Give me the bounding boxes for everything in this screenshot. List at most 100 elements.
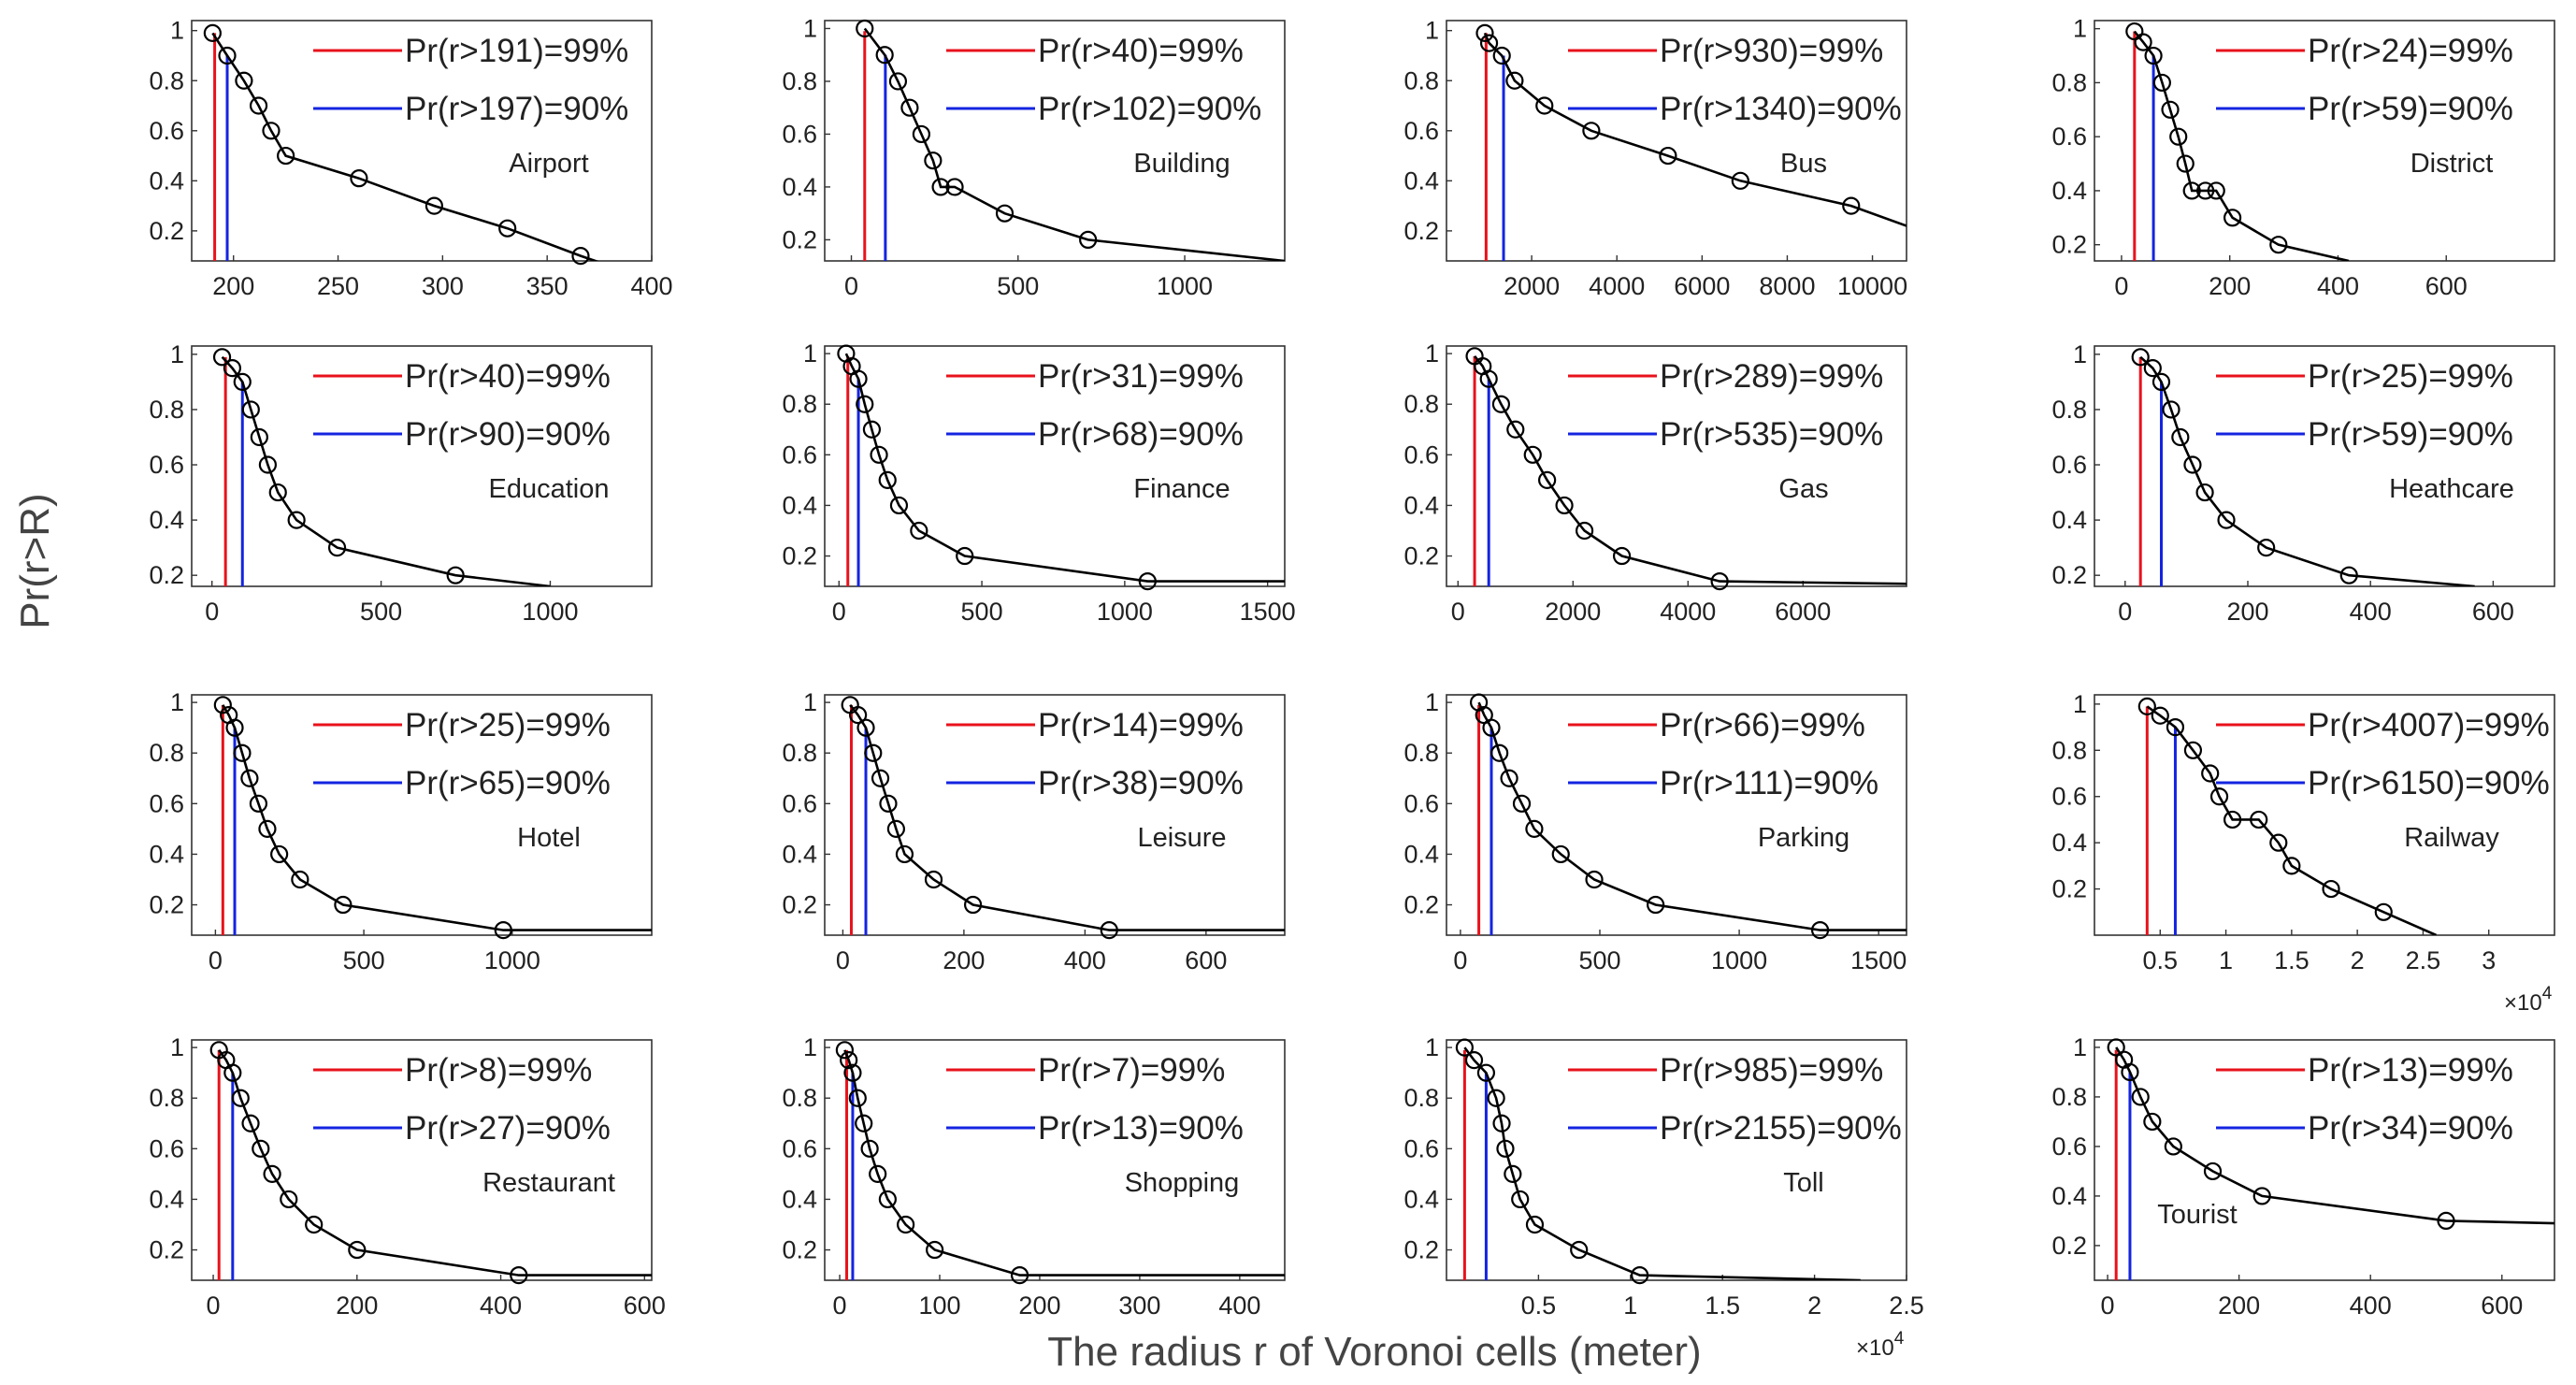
y-tick-label: 1	[803, 1033, 817, 1061]
legend-90-label: Pr(r>38)=90%	[1038, 765, 1244, 801]
plot-frame	[191, 20, 653, 262]
chart-panel: 0.2 0.4 0.6 0.8 1 2000 4000 6000 8000 10000 Pr(r>9…	[1403, 17, 1907, 300]
data-point	[258, 819, 277, 838]
x-tick-label: 300	[422, 272, 464, 300]
data-point	[1525, 1215, 1545, 1234]
data-point	[240, 769, 259, 787]
x-tick-label: 0	[833, 1291, 847, 1320]
plot-frame	[1446, 345, 1907, 587]
data-point	[350, 169, 368, 188]
data-point	[1551, 844, 1570, 864]
legend-99-label: Pr(r>8)=99%	[405, 1052, 592, 1089]
legend-90-label: Pr(r>2155)=90%	[1660, 1110, 1902, 1147]
data-point	[305, 1215, 324, 1234]
data-point	[888, 72, 908, 91]
data-point	[348, 1240, 367, 1260]
data-point	[2171, 427, 2190, 447]
data-point	[241, 1114, 260, 1133]
x-tick-label: 0.5	[1521, 1291, 1557, 1320]
cdf-curve	[2115, 1046, 2554, 1225]
y-tick-label: 1	[2073, 1033, 2087, 1061]
x-tick-label: 0	[1451, 598, 1465, 626]
y-tick-label: 0.4	[1403, 840, 1439, 868]
cdf-curve	[1463, 1046, 1861, 1280]
plot-frame	[2094, 20, 2555, 262]
y-tick-label: 0.2	[782, 225, 817, 253]
data-point	[848, 1089, 867, 1107]
legend-90-label: Pr(r>90)=90%	[405, 416, 611, 453]
legend-90-label: Pr(r>68)=90%	[1038, 416, 1244, 453]
y-tick-label: 0.2	[2051, 1232, 2087, 1260]
y-tick-label: 0.6	[1403, 1134, 1439, 1162]
data-point	[2201, 764, 2220, 783]
x-tick-label: 200	[336, 1291, 378, 1320]
y-tick-label: 0.2	[782, 891, 817, 919]
y-tick-label: 0.4	[2051, 829, 2087, 857]
x-tick-label: 2000	[1545, 598, 1601, 626]
legend-99-label: Pr(r>66)=99%	[1660, 707, 1865, 743]
plot-frame	[191, 1039, 653, 1281]
data-point	[2143, 359, 2162, 378]
data-point	[2125, 22, 2144, 41]
x-tick-label: 8000	[1759, 272, 1815, 300]
chart-panel: 0.2 0.4 0.6 0.8 1 0 100 200 300 400 Pr(r>7)=99% Pr(…	[782, 1033, 1286, 1320]
x-exponent-power: 4	[1894, 1329, 1905, 1349]
data-point	[270, 844, 289, 864]
cdf-curve	[843, 1049, 1285, 1277]
data-point	[494, 920, 512, 940]
x-tick-label: 3	[2482, 946, 2496, 974]
y-tick-label: 0.8	[2051, 1083, 2087, 1111]
y-tick-label: 0.8	[1403, 739, 1439, 767]
chart-panel: 0.2 0.4 0.6 0.8 1 0 500 1000 1500 Pr(r>66)=99% Pr(…	[1403, 688, 1907, 974]
data-point	[2322, 879, 2340, 899]
data-point	[212, 348, 232, 367]
x-tick-label: 500	[360, 598, 402, 626]
plot-frame	[1446, 694, 1907, 936]
legend-90-label: Pr(r>34)=90%	[2308, 1110, 2513, 1147]
data-point	[1464, 1051, 1484, 1070]
data-point	[218, 46, 237, 65]
panel-title: Gas	[1778, 474, 1828, 504]
y-tick-label: 0.2	[782, 1236, 817, 1264]
data-point	[869, 1164, 887, 1183]
cdf-curve	[863, 27, 1285, 261]
y-tick-label: 0.8	[2051, 736, 2087, 764]
legend-99-label: Pr(r>289)=99%	[1660, 358, 1883, 395]
legend-99-label: Pr(r>24)=99%	[2308, 33, 2513, 69]
data-point	[203, 23, 222, 42]
y-tick-label: 1	[170, 1033, 184, 1061]
data-point	[2217, 511, 2236, 529]
data-point	[1523, 445, 1542, 464]
y-tick-label: 0.6	[2051, 451, 2087, 479]
data-point	[1487, 1089, 1505, 1107]
x-tick-label: 1000	[522, 598, 578, 626]
x-tick-label: 0	[209, 946, 223, 974]
chart-panel: 0.2 0.4 0.6 0.8 1 0.5 1 1.5 2 2.5 3 ×104 Pr(r>4007)=…	[2051, 690, 2555, 1016]
x-tick-label: 400	[2317, 272, 2359, 300]
y-tick-label: 0.8	[782, 67, 817, 95]
x-tick-label: 0	[2118, 598, 2132, 626]
cdf-curve	[1474, 354, 1907, 585]
legend-90-label: Pr(r>65)=90%	[405, 765, 611, 801]
cdf-curve	[844, 353, 1285, 583]
data-point	[1555, 496, 1574, 515]
data-point	[249, 794, 268, 813]
data-point	[856, 718, 875, 737]
plot-frame	[191, 694, 653, 936]
data-point	[2339, 566, 2358, 584]
y-tick-label: 0.2	[1403, 217, 1439, 245]
data-point	[2131, 348, 2150, 367]
y-axis-label: Pr(r>R)	[12, 493, 58, 628]
data-point	[931, 178, 950, 196]
data-point	[233, 743, 252, 762]
y-tick-label: 0.8	[782, 1084, 817, 1112]
x-tick-label: 500	[997, 272, 1039, 300]
legend-90-label: Pr(r>102)=90%	[1038, 91, 1261, 127]
data-point	[875, 46, 894, 65]
data-point	[849, 706, 868, 725]
data-point	[2209, 787, 2229, 806]
legend-99-label: Pr(r>25)=99%	[405, 707, 611, 743]
data-point	[889, 496, 909, 515]
data-point	[1504, 1164, 1522, 1183]
y-tick-label: 1	[803, 14, 817, 42]
